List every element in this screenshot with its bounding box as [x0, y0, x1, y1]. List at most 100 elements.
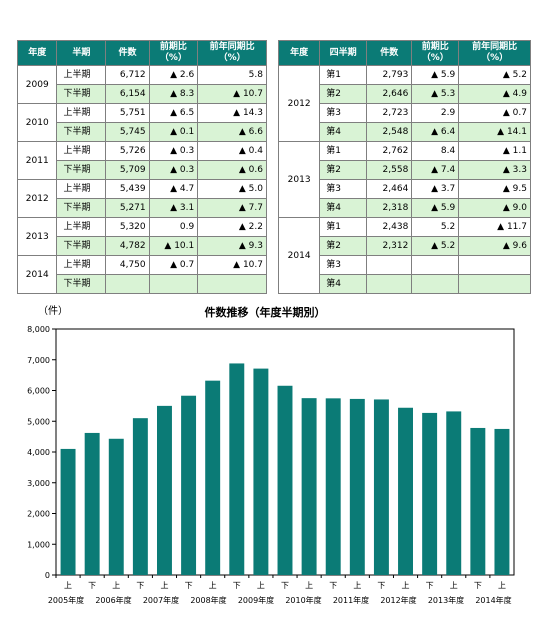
yoy-cell: ▲ 5.2: [458, 65, 531, 85]
yoy-cell: ▲ 4.9: [458, 84, 531, 104]
table-row: 第3 2,464 ▲ 3.7 ▲ 9.5: [279, 179, 531, 199]
yoy-cell: ▲ 10.7: [197, 255, 267, 275]
x-axis-years: 2005年度 2006年度 2007年度 2008年度 2009年度 2010年度 2011…: [48, 595, 512, 605]
qoq-cell: ▲ 5.3: [411, 84, 460, 104]
bar: [205, 380, 221, 575]
qoq-cell: ▲ 0.3: [148, 141, 199, 161]
period-cell: 第4: [319, 122, 368, 142]
count-cell: 5,726: [105, 141, 150, 161]
period-cell: 下半期: [56, 236, 107, 256]
table-row: 2012 上半期 5,439 ▲ 4.7 ▲ 5.0: [16, 179, 267, 218]
year-cell: 2010: [16, 103, 58, 142]
yoy-cell: [458, 274, 531, 294]
period-cell: 第2: [319, 236, 368, 256]
x-tick-label: 下: [136, 581, 144, 590]
yoy-cell: ▲ 14.3: [197, 103, 267, 123]
quarter-table: 年度 四半期 件数 前期比 （%） 前年同期比 （%） 2012 第1 2,793 ▲ 5.9…: [277, 40, 531, 294]
y-tick-label: 7,000: [27, 356, 50, 365]
bar-chart: 件数推移（年度半期別） （件） 0 1,000 2,000 3,000 4,000 5,0…: [27, 305, 515, 605]
period-cell: 第1: [319, 65, 368, 85]
y-axis-unit: （件）: [38, 305, 68, 317]
count-cell: 5,751: [105, 103, 150, 123]
x-tick-label: 下: [377, 581, 385, 590]
x-tick-label: 上: [353, 581, 361, 590]
count-cell: 2,793: [366, 65, 413, 85]
x-tick-label: 上: [209, 581, 217, 590]
yoy-cell: ▲ 9.6: [458, 236, 531, 256]
count-cell: 5,709: [105, 160, 150, 180]
y-tick-label: 0: [45, 571, 50, 580]
period-cell: 第2: [319, 160, 368, 180]
year-label: 2011年度: [333, 595, 369, 605]
qoq-cell: ▲ 6.4: [411, 122, 460, 142]
y-tick-label: 4,000: [27, 448, 50, 457]
year-label: 2012年度: [380, 595, 416, 605]
column-header: 半期: [56, 40, 107, 66]
period-cell: 第3: [319, 103, 368, 123]
column-header: 前期比 （%）: [411, 40, 460, 66]
table-row: 第2 2,646 ▲ 5.3 ▲ 4.9: [279, 84, 531, 104]
table-row: 下半期 5,271 ▲ 3.1 ▲ 7.7: [18, 198, 267, 218]
x-tick-label: 上: [305, 581, 313, 590]
bar: [132, 418, 148, 575]
yoy-cell: 5.8: [197, 65, 267, 85]
period-cell: 第2: [319, 84, 368, 104]
table-row: 下半期 5,709 ▲ 0.3 ▲ 0.6: [18, 160, 267, 180]
qoq-cell: ▲ 4.7: [148, 179, 199, 199]
count-cell: 4,750: [105, 255, 150, 275]
qoq-cell: ▲ 0.3: [148, 160, 199, 180]
yoy-cell: ▲ 11.7: [458, 217, 531, 237]
period-cell: 上半期: [56, 179, 107, 199]
bar: [373, 399, 389, 575]
bar: [60, 448, 76, 575]
qoq-cell: ▲ 0.7: [148, 255, 199, 275]
y-tick-label: 2,000: [27, 510, 50, 519]
column-header: 件数: [366, 40, 413, 66]
count-cell: 5,439: [105, 179, 150, 199]
chart-title: 件数推移（年度半期別）: [205, 305, 326, 319]
year-cell: 2011: [16, 141, 58, 180]
period-cell: 上半期: [56, 65, 107, 85]
period-cell: 上半期: [56, 255, 107, 275]
count-cell: 6,712: [105, 65, 150, 85]
bar: [157, 405, 172, 575]
x-tick-label: 上: [498, 581, 506, 590]
count-cell: [366, 274, 413, 294]
bar: [277, 385, 293, 575]
yoy-cell: [458, 255, 531, 275]
table-row: 2010 上半期 5,751 ▲ 6.5 ▲ 14.3: [16, 103, 267, 142]
bar: [494, 428, 510, 575]
x-axis-halves: 上下上下上下上下上下上下上下上下上下上: [55, 575, 506, 590]
period-cell: 下半期: [56, 274, 107, 294]
column-header: 前期比 （%）: [148, 40, 199, 66]
table-row: 第3 2,723 2.9 ▲ 0.7: [279, 103, 531, 123]
bar: [301, 398, 317, 575]
count-cell: 5,271: [105, 198, 150, 218]
period-cell: 下半期: [56, 198, 107, 218]
yoy-cell: [197, 274, 267, 294]
year-cell: 2009: [16, 65, 58, 104]
table-row: 第2 2,558 ▲ 7.4 ▲ 3.3: [279, 160, 531, 180]
x-tick-label: 上: [402, 581, 410, 590]
qoq-cell: 0.9: [148, 217, 199, 237]
count-cell: 5,320: [105, 217, 150, 237]
year-label: 2007年度: [143, 595, 179, 605]
table-row: 2014 第1 2,438 5.2 ▲ 11.7: [277, 217, 531, 294]
period-cell: 下半期: [56, 84, 107, 104]
x-tick-label: 下: [233, 581, 241, 590]
bar: [229, 363, 245, 575]
year-cell: 2014: [16, 255, 58, 294]
yoy-cell: ▲ 14.1: [458, 122, 531, 142]
year-label: 2006年度: [95, 595, 131, 605]
y-tick-label: 1,000: [27, 540, 50, 549]
bar: [325, 398, 341, 575]
yoy-cell: ▲ 10.7: [197, 84, 267, 104]
bars: [60, 363, 510, 575]
qoq-cell: ▲ 8.3: [148, 84, 199, 104]
x-tick-label: 上: [450, 581, 458, 590]
x-tick-label: 下: [185, 581, 193, 590]
qoq-cell: ▲ 0.1: [148, 122, 199, 142]
table-row: 2009 上半期 6,712 ▲ 2.6 5.8: [16, 65, 267, 104]
period-cell: 第3: [319, 179, 368, 199]
qoq-cell: [411, 274, 460, 294]
